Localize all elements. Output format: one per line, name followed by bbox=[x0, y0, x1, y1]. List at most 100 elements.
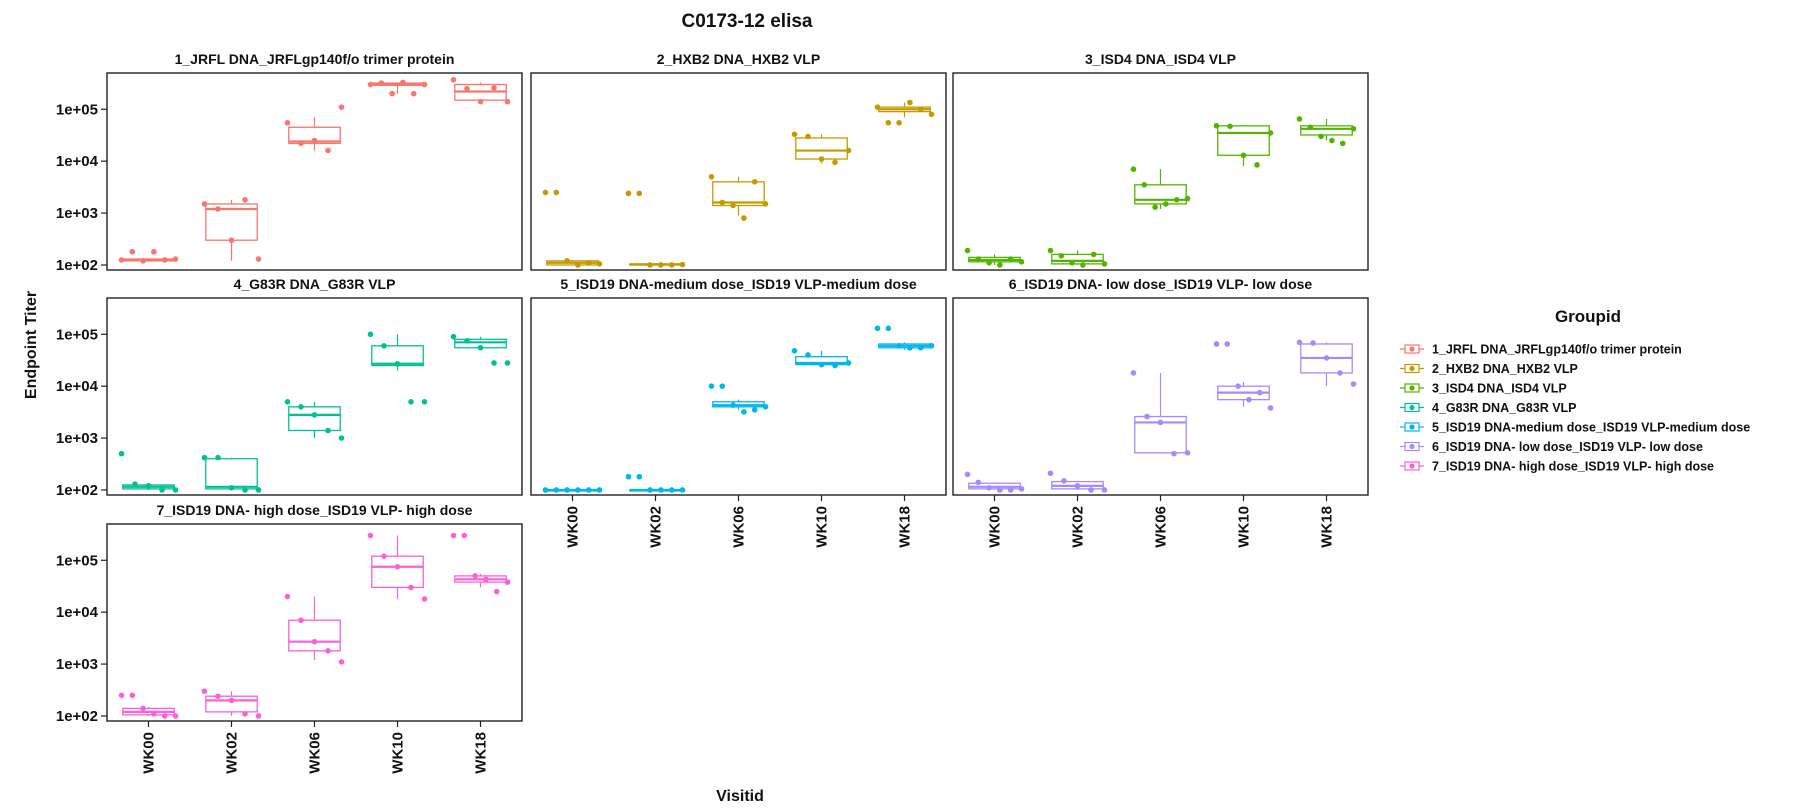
box-wk00 bbox=[964, 471, 1025, 493]
data-point bbox=[917, 344, 924, 351]
iqr-box bbox=[288, 619, 341, 652]
data-point bbox=[338, 659, 345, 665]
box-wk10 bbox=[367, 532, 428, 602]
iqr-box bbox=[1217, 125, 1270, 156]
data-point bbox=[1047, 247, 1054, 254]
data-point bbox=[400, 79, 406, 86]
legend-item: 5_ISD19 DNA-medium dose_ISD19 VLP-medium… bbox=[1400, 421, 1750, 435]
data-point bbox=[1227, 123, 1233, 130]
legend-key-point bbox=[1409, 346, 1415, 352]
legend-item: 6_ISD19 DNA- low dose_ISD19 VLP- low dos… bbox=[1400, 440, 1703, 454]
box-wk18 bbox=[1296, 116, 1357, 147]
data-point bbox=[389, 90, 395, 97]
facet-panel: 5_ISD19 DNA-medium dose_ISD19 VLP-medium… bbox=[530, 276, 947, 548]
data-point bbox=[325, 427, 331, 434]
data-point bbox=[647, 262, 653, 268]
legend-label: 3_ISD4 DNA_ISD4 VLP bbox=[1432, 382, 1567, 396]
data-point bbox=[986, 485, 992, 491]
data-point bbox=[201, 688, 208, 695]
panel-frame bbox=[106, 523, 523, 722]
y-tick-label: 1e+02 bbox=[56, 257, 98, 274]
data-point bbox=[907, 99, 913, 106]
facet-panel: 1_JRFL DNA_JRFLgp140f/o trimer protein 1e… bbox=[56, 51, 523, 274]
data-point bbox=[845, 147, 852, 154]
data-point bbox=[421, 596, 428, 602]
data-point bbox=[658, 487, 664, 493]
x-tick-label: WK06 bbox=[1153, 506, 1170, 548]
y-tick-label: 1e+05 bbox=[56, 552, 98, 569]
data-point bbox=[1213, 123, 1220, 129]
data-point bbox=[255, 256, 262, 262]
data-point bbox=[596, 487, 603, 493]
data-point bbox=[542, 189, 549, 196]
data-point bbox=[504, 579, 511, 585]
data-point bbox=[1318, 133, 1324, 140]
data-point bbox=[585, 260, 592, 266]
legend-label: 4_G83R DNA_G83R VLP bbox=[1432, 401, 1577, 415]
box-wk06 bbox=[1130, 370, 1191, 457]
data-point bbox=[381, 342, 387, 349]
data-point bbox=[410, 90, 417, 97]
facet-panels: 1_JRFL DNA_JRFLgp140f/o trimer protein 1e… bbox=[56, 51, 1369, 774]
box-wk18 bbox=[450, 76, 511, 105]
x-tick-label: WK18 bbox=[1319, 506, 1336, 548]
x-tick-label: WK06 bbox=[731, 506, 748, 548]
iqr-box bbox=[1134, 184, 1187, 205]
data-point bbox=[367, 81, 374, 88]
data-point bbox=[284, 593, 291, 600]
x-axis-label: Visitid bbox=[716, 788, 764, 805]
data-point bbox=[1144, 413, 1150, 420]
data-point bbox=[140, 258, 146, 264]
legend-item: 7_ISD19 DNA- high dose_ISD19 VLP- high d… bbox=[1400, 460, 1714, 474]
data-point bbox=[408, 398, 414, 405]
legend-key-point bbox=[1409, 365, 1415, 372]
data-point bbox=[1101, 487, 1108, 493]
data-point bbox=[1350, 126, 1357, 132]
box-wk00 bbox=[542, 189, 603, 268]
x-tick-label: WK10 bbox=[1236, 506, 1253, 548]
x-tick-label: WK00 bbox=[565, 506, 582, 548]
panel-frame bbox=[530, 297, 947, 496]
data-point bbox=[874, 104, 881, 110]
legend-label: 5_ISD19 DNA-medium dose_ISD19 VLP-medium… bbox=[1432, 421, 1750, 435]
data-point bbox=[1213, 341, 1220, 347]
data-point bbox=[367, 532, 374, 539]
facet-panel: 2_HXB2 DNA_HXB2 VLP bbox=[530, 51, 947, 271]
box-wk06 bbox=[708, 383, 769, 415]
data-point bbox=[255, 713, 262, 719]
box-wk10 bbox=[791, 348, 852, 369]
data-point bbox=[1088, 487, 1094, 493]
facet-panel: 6_ISD19 DNA- low dose_ISD19 VLP- low dos… bbox=[952, 276, 1369, 548]
legend-key-point bbox=[1409, 424, 1415, 430]
data-point bbox=[325, 147, 331, 154]
x-tick-label: WK10 bbox=[814, 506, 831, 548]
data-point bbox=[636, 473, 643, 480]
data-point bbox=[201, 454, 208, 461]
data-point bbox=[161, 257, 168, 263]
data-point bbox=[298, 140, 304, 147]
data-point bbox=[129, 692, 136, 699]
data-point bbox=[338, 435, 345, 441]
data-point bbox=[625, 473, 632, 480]
box-wk10 bbox=[367, 79, 428, 97]
data-point bbox=[504, 98, 511, 105]
data-point bbox=[625, 190, 632, 197]
x-tick-label: WK06 bbox=[307, 732, 324, 774]
legend-label: 2_HXB2 DNA_HXB2 VLP bbox=[1432, 362, 1578, 376]
data-point bbox=[228, 237, 235, 244]
box-wk18 bbox=[874, 99, 935, 126]
box-wk02 bbox=[201, 454, 262, 493]
x-tick-label: WK00 bbox=[141, 732, 158, 774]
data-point bbox=[1337, 370, 1343, 376]
data-point bbox=[575, 487, 581, 493]
data-point bbox=[493, 588, 500, 595]
data-point bbox=[1184, 195, 1191, 202]
data-point bbox=[668, 487, 675, 493]
iqr-box bbox=[288, 406, 341, 432]
data-point bbox=[145, 483, 152, 489]
data-point bbox=[325, 648, 331, 654]
data-point bbox=[172, 256, 179, 262]
data-point bbox=[215, 206, 221, 212]
data-point bbox=[791, 348, 798, 354]
data-point bbox=[751, 179, 758, 185]
